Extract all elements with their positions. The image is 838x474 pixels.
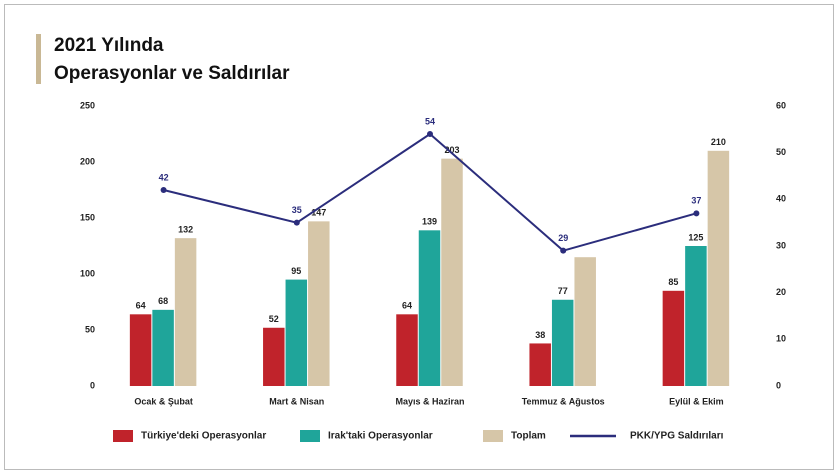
- y2-tick-label: 20: [776, 287, 786, 297]
- bar: [263, 327, 285, 386]
- y2-tick-label: 40: [776, 194, 786, 204]
- line-point: [427, 131, 433, 137]
- bar: [418, 230, 441, 386]
- bar: [574, 257, 596, 386]
- value-label: 54: [425, 116, 435, 126]
- bar: [308, 221, 330, 386]
- y2-tick-label: 0: [776, 380, 781, 390]
- y-tick-label: 100: [80, 268, 95, 278]
- y2-tick-label: 60: [776, 100, 786, 110]
- y-tick-label: 250: [80, 100, 95, 110]
- y2-tick-label: 50: [776, 147, 786, 157]
- value-label: 52: [269, 314, 279, 324]
- x-tick-label: Eylül & Ekim: [669, 396, 724, 406]
- bar: [662, 290, 685, 386]
- x-tick-label: Mayıs & Haziran: [395, 396, 464, 406]
- y-tick-label: 0: [90, 380, 95, 390]
- value-label: 77: [558, 286, 568, 296]
- x-tick-label: Temmuz & Ağustos: [522, 396, 605, 406]
- chart-title: Operasyonlar ve Saldırılar: [54, 63, 290, 84]
- value-label: 37: [691, 196, 701, 206]
- bar: [174, 238, 197, 386]
- value-label: 64: [402, 301, 412, 311]
- line-point: [293, 219, 300, 226]
- value-label: 147: [311, 208, 326, 218]
- value-label: 95: [291, 266, 301, 276]
- value-label: 38: [535, 330, 545, 340]
- chart-title: 2021 Yılında: [54, 35, 164, 56]
- y-tick-label: 150: [80, 212, 95, 222]
- legend-swatch: [300, 430, 320, 442]
- title-accent: [36, 34, 41, 84]
- bar: [529, 343, 551, 386]
- value-label: 125: [688, 232, 703, 242]
- bar: [685, 246, 707, 386]
- value-label: 35: [292, 205, 302, 215]
- value-label: 132: [178, 225, 193, 235]
- legend-label: Türkiye'deki Operasyonlar: [141, 431, 266, 442]
- value-label: 85: [668, 277, 678, 287]
- x-tick-label: Mart & Nisan: [269, 396, 324, 406]
- bar: [551, 299, 574, 386]
- line-point: [160, 187, 167, 193]
- y-tick-label: 50: [85, 324, 95, 334]
- y-tick-label: 200: [80, 156, 95, 166]
- value-label: 64: [136, 301, 146, 311]
- bar: [707, 150, 730, 386]
- value-label: 139: [422, 217, 437, 227]
- y2-tick-label: 30: [776, 240, 786, 250]
- line-point: [693, 210, 700, 217]
- bar: [285, 279, 308, 386]
- value-label: 42: [159, 172, 169, 182]
- legend-swatch: [483, 430, 503, 442]
- bar: [441, 158, 463, 386]
- value-label: 68: [158, 296, 168, 306]
- value-label: 29: [558, 233, 568, 243]
- bar: [129, 314, 152, 386]
- value-label: 203: [444, 145, 459, 155]
- value-label: 210: [711, 137, 726, 147]
- bar: [152, 309, 174, 386]
- bar: [396, 314, 418, 386]
- x-tick-label: Ocak & Şubat: [134, 396, 193, 406]
- legend-label: Toplam: [511, 431, 546, 442]
- line-point: [560, 247, 567, 254]
- legend-label: Irak'taki Operasyonlar: [328, 431, 433, 442]
- y2-tick-label: 10: [776, 334, 786, 344]
- legend-label: PKK/YPG Saldırıları: [630, 431, 724, 442]
- legend-swatch: [113, 430, 133, 442]
